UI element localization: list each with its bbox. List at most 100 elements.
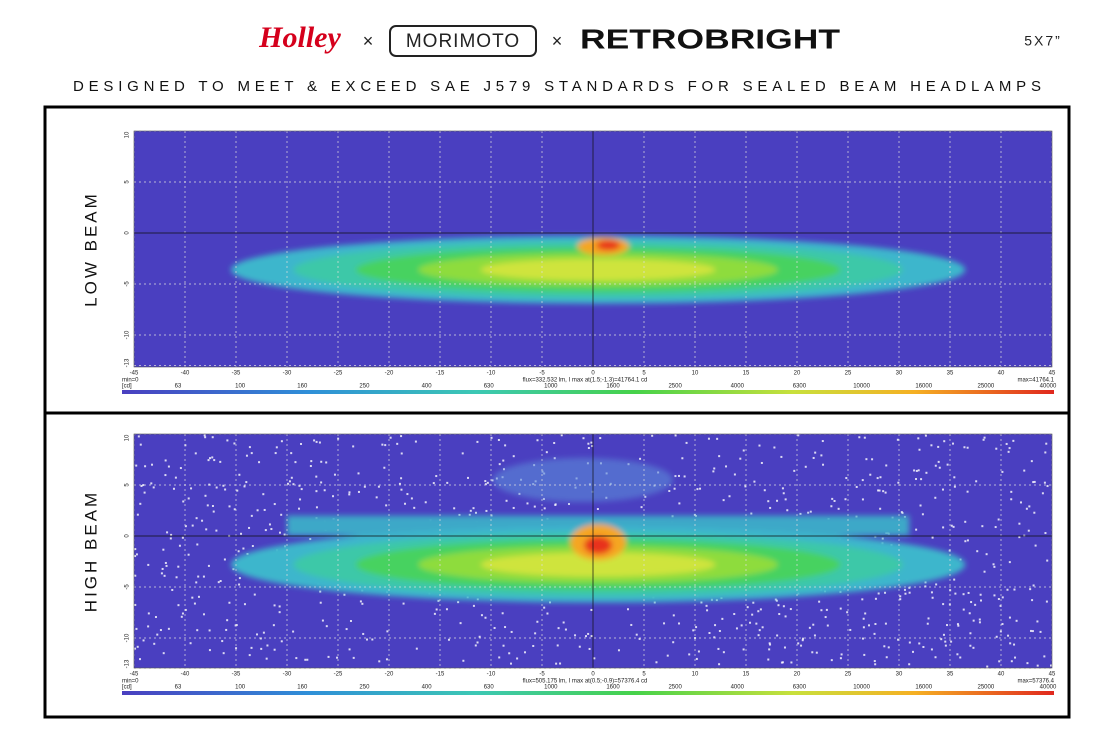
noise [233, 508, 236, 511]
y-tick-label: 5 [125, 483, 131, 487]
noise [578, 645, 581, 648]
noise [1036, 620, 1039, 623]
x-tick-label: -30 [283, 672, 292, 678]
subtitle: DESIGNED TO MEET & EXCEED SAE J579 STAND… [73, 78, 1041, 95]
noise [952, 525, 955, 528]
x-tick-label: -45 [130, 672, 139, 678]
x-tick-label: -35 [232, 371, 241, 377]
noise [288, 480, 291, 483]
noise [139, 502, 142, 505]
noise [755, 622, 758, 625]
noise [946, 624, 949, 627]
noise [332, 495, 335, 498]
noise [931, 536, 934, 539]
x-tick-label: 10 [692, 672, 699, 678]
noise [584, 635, 587, 638]
noise [228, 505, 231, 508]
noise [196, 543, 199, 546]
noise [472, 604, 475, 607]
noise [1008, 561, 1011, 564]
noise [256, 509, 259, 512]
noise [536, 439, 539, 442]
noise [256, 633, 259, 636]
noise [325, 461, 328, 464]
noise [873, 632, 876, 635]
separator: × [363, 31, 374, 51]
level-label: 40000 [1040, 384, 1057, 390]
level-label: 63 [175, 384, 182, 390]
noise [876, 477, 879, 480]
noise [655, 661, 658, 664]
noise [700, 601, 703, 604]
noise [295, 657, 298, 660]
noise [746, 606, 749, 609]
noise [136, 513, 139, 516]
noise [191, 596, 194, 599]
noise [908, 586, 911, 589]
noise [707, 437, 710, 440]
x-tick-label: -5 [539, 672, 545, 678]
noise [855, 485, 858, 488]
noise [908, 663, 911, 666]
noise [469, 509, 472, 512]
noise [749, 621, 752, 624]
noise [739, 457, 742, 460]
noise [864, 612, 867, 615]
noise [999, 604, 1002, 607]
noise [861, 598, 864, 601]
noise [815, 651, 818, 654]
noise [177, 604, 180, 607]
x-tick-label: -20 [385, 672, 394, 678]
noise [789, 608, 792, 611]
noise [678, 622, 681, 625]
y-tick-label: 10 [125, 434, 131, 441]
noise [280, 440, 283, 443]
noise [272, 624, 275, 627]
noise [869, 473, 872, 476]
noise [206, 504, 209, 507]
noise [187, 553, 190, 556]
noise [201, 519, 204, 522]
noise [212, 510, 215, 513]
noise [768, 648, 771, 651]
noise [348, 491, 351, 494]
noise [940, 638, 943, 641]
noise [217, 581, 220, 584]
noise [873, 660, 876, 663]
noise [262, 493, 265, 496]
beam-layer [480, 552, 716, 577]
noise [981, 525, 984, 528]
level-label: 1000 [544, 384, 558, 390]
noise [498, 656, 501, 659]
level-label: 25000 [978, 685, 995, 691]
noise [238, 577, 241, 580]
noise [228, 601, 231, 604]
noise [897, 638, 900, 641]
noise [406, 493, 409, 496]
noise [215, 529, 218, 532]
noise [306, 658, 309, 661]
flux-stats: flux=332.532 lm, I max at(1.5;-1.3)=4176… [523, 378, 648, 384]
noise [273, 503, 276, 506]
noise [182, 500, 185, 503]
noise [666, 654, 669, 657]
noise [862, 617, 865, 620]
y-tick-label: -5 [125, 281, 131, 287]
noise [995, 447, 998, 450]
noise [588, 647, 591, 650]
noise [950, 524, 953, 527]
noise [318, 441, 321, 444]
noise [177, 565, 180, 568]
noise [476, 641, 479, 644]
noise [410, 497, 413, 500]
noise [683, 475, 686, 478]
min-label: min=0 [122, 679, 139, 685]
noise [196, 629, 199, 632]
noise [995, 635, 998, 638]
noise [142, 639, 145, 642]
noise [366, 638, 369, 641]
noise [248, 526, 251, 529]
noise [757, 610, 760, 613]
noise [587, 447, 590, 450]
noise [849, 628, 852, 631]
